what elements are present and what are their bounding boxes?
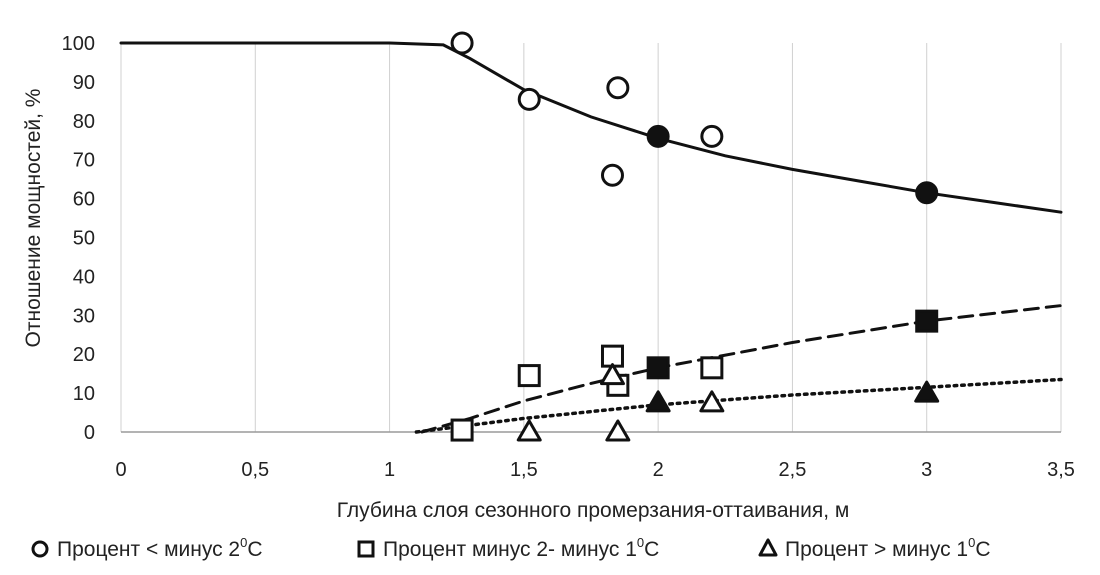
- triangle-point-filled: [645, 390, 671, 413]
- x-tick-label: 2: [653, 459, 664, 481]
- y-tick-label: 80: [73, 111, 95, 133]
- y-tick-label: 40: [73, 266, 95, 288]
- circle-point-open: [450, 31, 474, 55]
- square-point-open: [517, 364, 541, 388]
- legend-label: Процент < минус 20C: [57, 535, 263, 561]
- grid-lines: [120, 43, 1062, 432]
- square-point-filled: [915, 309, 939, 333]
- x-tick-label: 1: [384, 459, 395, 481]
- triangle-point-open: [599, 363, 625, 386]
- tick-labels: 0 0,5 1 1,5 2 2,5 3 3,5 0 10 20 30 40 50 60 70 80 90 100: [62, 33, 1075, 481]
- x-tick-label: 3: [921, 459, 932, 481]
- circle-point-open: [700, 124, 724, 148]
- y-tick-label: 20: [73, 344, 95, 366]
- square-point-filled: [646, 356, 670, 380]
- circle-point-open: [600, 163, 624, 187]
- y-tick-label: 60: [73, 189, 95, 211]
- y-tick-label: 90: [73, 72, 95, 94]
- triangle-point-open: [516, 419, 542, 442]
- y-tick-label: 70: [73, 150, 95, 172]
- circle-point-filled: [646, 124, 670, 148]
- triangle-trend-line: [414, 377, 1063, 434]
- legend-circle-icon: [31, 540, 49, 558]
- x-axis-title: Глубина слоя сезонного промерзания-оттаи…: [337, 499, 850, 522]
- circle-point-open: [517, 87, 541, 111]
- legend-triangle-icon: [758, 538, 778, 557]
- legend-square-icon: [357, 540, 375, 558]
- x-tick-label: 0: [115, 459, 126, 481]
- x-tick-label: 3,5: [1047, 459, 1075, 481]
- x-tick-label: 0,5: [241, 459, 269, 481]
- y-tick-label: 0: [84, 422, 95, 444]
- y-tick-label: 10: [73, 383, 95, 405]
- circle-point-open: [606, 76, 630, 100]
- y-tick-label: 50: [73, 228, 95, 250]
- y-tick-label: 30: [73, 305, 95, 327]
- data-points: [450, 31, 940, 442]
- x-tick-label: 2,5: [779, 459, 807, 481]
- square-point-open: [450, 418, 474, 442]
- square-trend-line: [420, 304, 1063, 434]
- x-tick-label: 1,5: [510, 459, 538, 481]
- legend-label: Процент > минус 10C: [785, 535, 991, 561]
- triangle-point-open: [605, 419, 631, 442]
- triangle-point-open: [699, 390, 725, 413]
- legend-label: Процент минус 2- минус 10C: [383, 535, 659, 561]
- triangle-point-filled: [914, 380, 940, 403]
- legend: Процент < минус 20C Процент минус 2- мину…: [31, 535, 991, 561]
- trend-lines: [119, 41, 1063, 434]
- y-tick-label: 100: [62, 33, 95, 55]
- circle-point-filled: [915, 181, 939, 205]
- y-axis-title: Отношение мощностей, %: [22, 89, 45, 348]
- square-point-open: [700, 356, 724, 380]
